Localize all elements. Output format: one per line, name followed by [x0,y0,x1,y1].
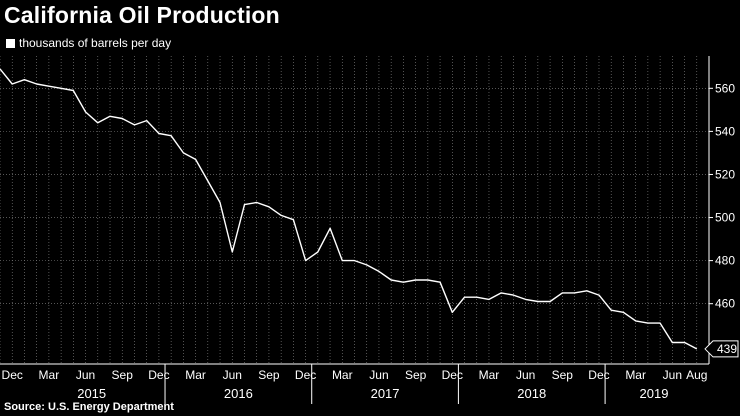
x-tick-label: Jun [663,368,682,382]
x-tick-label: Sep [112,368,134,382]
source-note: Source: U.S. Energy Department [4,401,174,413]
x-tick-label: Sep [405,368,427,382]
x-tick-label: Jun [369,368,388,382]
series-line [0,68,698,350]
y-tick-label: 460 [715,297,735,311]
legend-label: thousands of barrels per day [19,36,172,50]
legend: thousands of barrels per day [6,36,171,50]
y-tick-label: 480 [715,254,735,268]
year-label: 2019 [640,386,669,401]
y-tick-label: 540 [715,124,735,138]
x-tick-label: Dec [588,368,609,382]
x-tick-label: Mar [39,368,60,382]
last-value-label: 439 [717,342,737,356]
y-tick-label: 500 [715,211,735,225]
x-tick-label: Dec [442,368,463,382]
x-tick-label: Sep [258,368,280,382]
chart-title: California Oil Production [4,2,280,28]
x-tick-label: Jun [516,368,535,382]
x-tick-label: Mar [332,368,353,382]
year-label: 2018 [517,386,546,401]
x-tick-label: Dec [295,368,316,382]
x-tick-label: Dec [2,368,23,382]
x-tick-label: Mar [479,368,500,382]
x-tick-label: Jun [223,368,242,382]
x-tick-label: Jun [76,368,95,382]
x-tick-label: Aug [686,368,707,382]
last-value-box [704,340,739,358]
x-tick-label: Mar [185,368,206,382]
year-label: 2016 [224,386,253,401]
x-tick-label: Dec [148,368,169,382]
year-label: 2017 [371,386,400,401]
y-tick-label: 560 [715,81,735,95]
legend-swatch [6,38,15,48]
x-tick-label: Mar [625,368,646,382]
year-label: 2015 [77,386,106,401]
y-tick-label: 520 [715,167,735,181]
x-tick-label: Sep [552,368,574,382]
